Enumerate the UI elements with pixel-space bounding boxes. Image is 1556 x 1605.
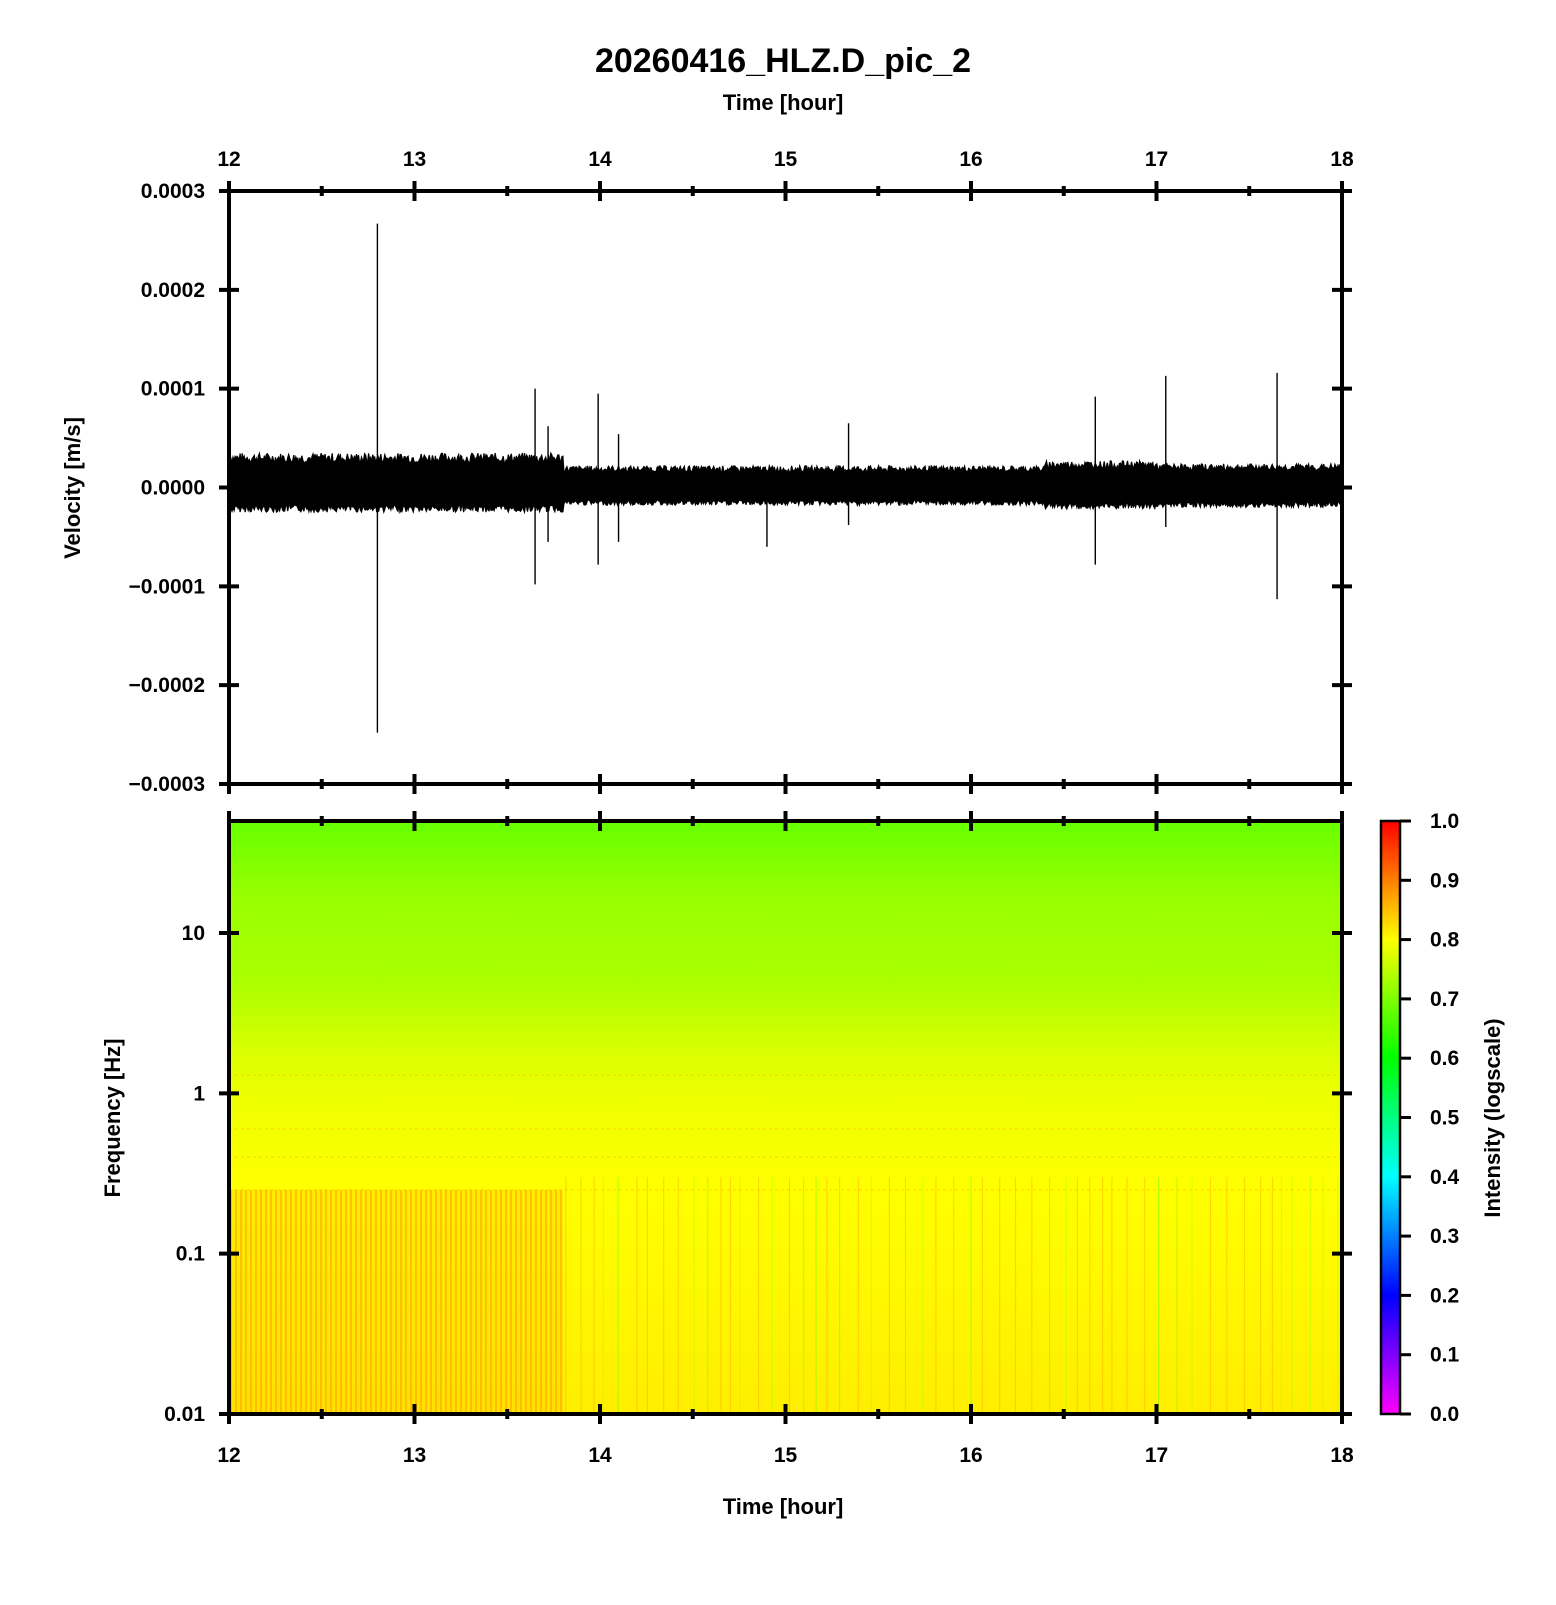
waveform-top-tick-label: 15 bbox=[774, 148, 798, 171]
colorbar-tick-label: 0.7 bbox=[1430, 988, 1459, 1011]
waveform-y-tick-label: 0.0000 bbox=[141, 477, 205, 500]
waveform-y-tick-label: 0.0001 bbox=[141, 378, 206, 401]
spectrogram-y-tick-label: 0.1 bbox=[176, 1243, 206, 1266]
spectrogram-y-tick-label: 10 bbox=[182, 922, 205, 945]
waveform-top-tick-label: 14 bbox=[588, 148, 612, 171]
spectrogram-panel: Frequency [Hz] Time [hour] 12 13 14 15 16 17 1… bbox=[100, 811, 1354, 1519]
colorbar-tick-label: 0.2 bbox=[1430, 1284, 1459, 1307]
waveform-y-tick-label: −0.0002 bbox=[129, 674, 206, 697]
spectrogram-x-tick-label: 18 bbox=[1330, 1444, 1354, 1467]
colorbar-gradient bbox=[1379, 819, 1402, 1416]
colorbar-tick-label: 0.4 bbox=[1430, 1166, 1460, 1189]
waveform-top-xlabel: Time [hour] bbox=[723, 90, 844, 115]
spectrogram-image bbox=[229, 821, 1342, 1414]
colorbar-tick-label: 0.3 bbox=[1430, 1225, 1459, 1248]
waveform-ylabel: Velocity [m/s] bbox=[60, 417, 85, 559]
waveform-top-tick-label: 13 bbox=[403, 148, 426, 171]
waveform-signal bbox=[228, 223, 1343, 733]
spectrogram-x-tick-label: 14 bbox=[588, 1444, 612, 1467]
spectrogram-x-tick-label: 17 bbox=[1145, 1444, 1168, 1467]
colorbar-tick-label: 0.8 bbox=[1430, 929, 1460, 952]
spectrogram-x-tick-label: 13 bbox=[403, 1444, 426, 1467]
colorbar-label: Intensity (logscale) bbox=[1480, 1018, 1505, 1217]
colorbar-tick-label: 0.9 bbox=[1430, 869, 1459, 892]
waveform-top-tick-label: 16 bbox=[959, 148, 982, 171]
waveform-top-tick-label: 18 bbox=[1330, 148, 1354, 171]
spectrogram-y-tick-label: 1 bbox=[193, 1082, 205, 1105]
spectrogram-x-tick-label: 15 bbox=[774, 1444, 798, 1467]
waveform-y-tick-label: 0.0003 bbox=[141, 180, 205, 203]
colorbar-tick-label: 0.6 bbox=[1430, 1047, 1459, 1070]
spectrogram-xlabel: Time [hour] bbox=[723, 1494, 844, 1519]
spectrogram-x-tick-label: 12 bbox=[217, 1444, 240, 1467]
spectrogram-y-tick-label: 0.01 bbox=[164, 1403, 205, 1426]
waveform-frame bbox=[227, 189, 1344, 786]
figure-title: 20260416_HLZ.D_pic_2 bbox=[595, 42, 971, 80]
colorbar-ticks: 1.0 0.9 0.8 0.7 0.6 0.5 0.4 0.3 0.2 0.1 0.0 bbox=[1400, 810, 1460, 1426]
spectrogram-ylabel: Frequency [Hz] bbox=[100, 1039, 125, 1198]
colorbar-tick-label: 0.1 bbox=[1430, 1344, 1460, 1367]
spectrogram-frame bbox=[227, 819, 1344, 1416]
colorbar-tick-label: 0.5 bbox=[1430, 1107, 1460, 1130]
spectrogram-texture bbox=[229, 1074, 1342, 1414]
colorbar-tick-label: 1.0 bbox=[1430, 810, 1459, 833]
waveform-top-tick-label: 17 bbox=[1145, 148, 1168, 171]
waveform-panel: Time [hour] Velocity [m/s] 12 13 14 15 16 17 1… bbox=[60, 90, 1354, 796]
waveform-y-tick-label: 0.0002 bbox=[141, 279, 205, 302]
waveform-top-tick-label: 12 bbox=[217, 148, 240, 171]
colorbar-tick-label: 0.0 bbox=[1430, 1403, 1459, 1426]
waveform-noise-band bbox=[228, 451, 1343, 515]
colorbar: 1.0 0.9 0.8 0.7 0.6 0.5 0.4 0.3 0.2 0.1 0.0 Intens… bbox=[1379, 810, 1505, 1426]
waveform-y-tick-label: −0.0003 bbox=[129, 773, 206, 796]
spectrogram-x-tick-label: 16 bbox=[959, 1444, 982, 1467]
waveform-y-tick-label: −0.0001 bbox=[129, 575, 206, 598]
